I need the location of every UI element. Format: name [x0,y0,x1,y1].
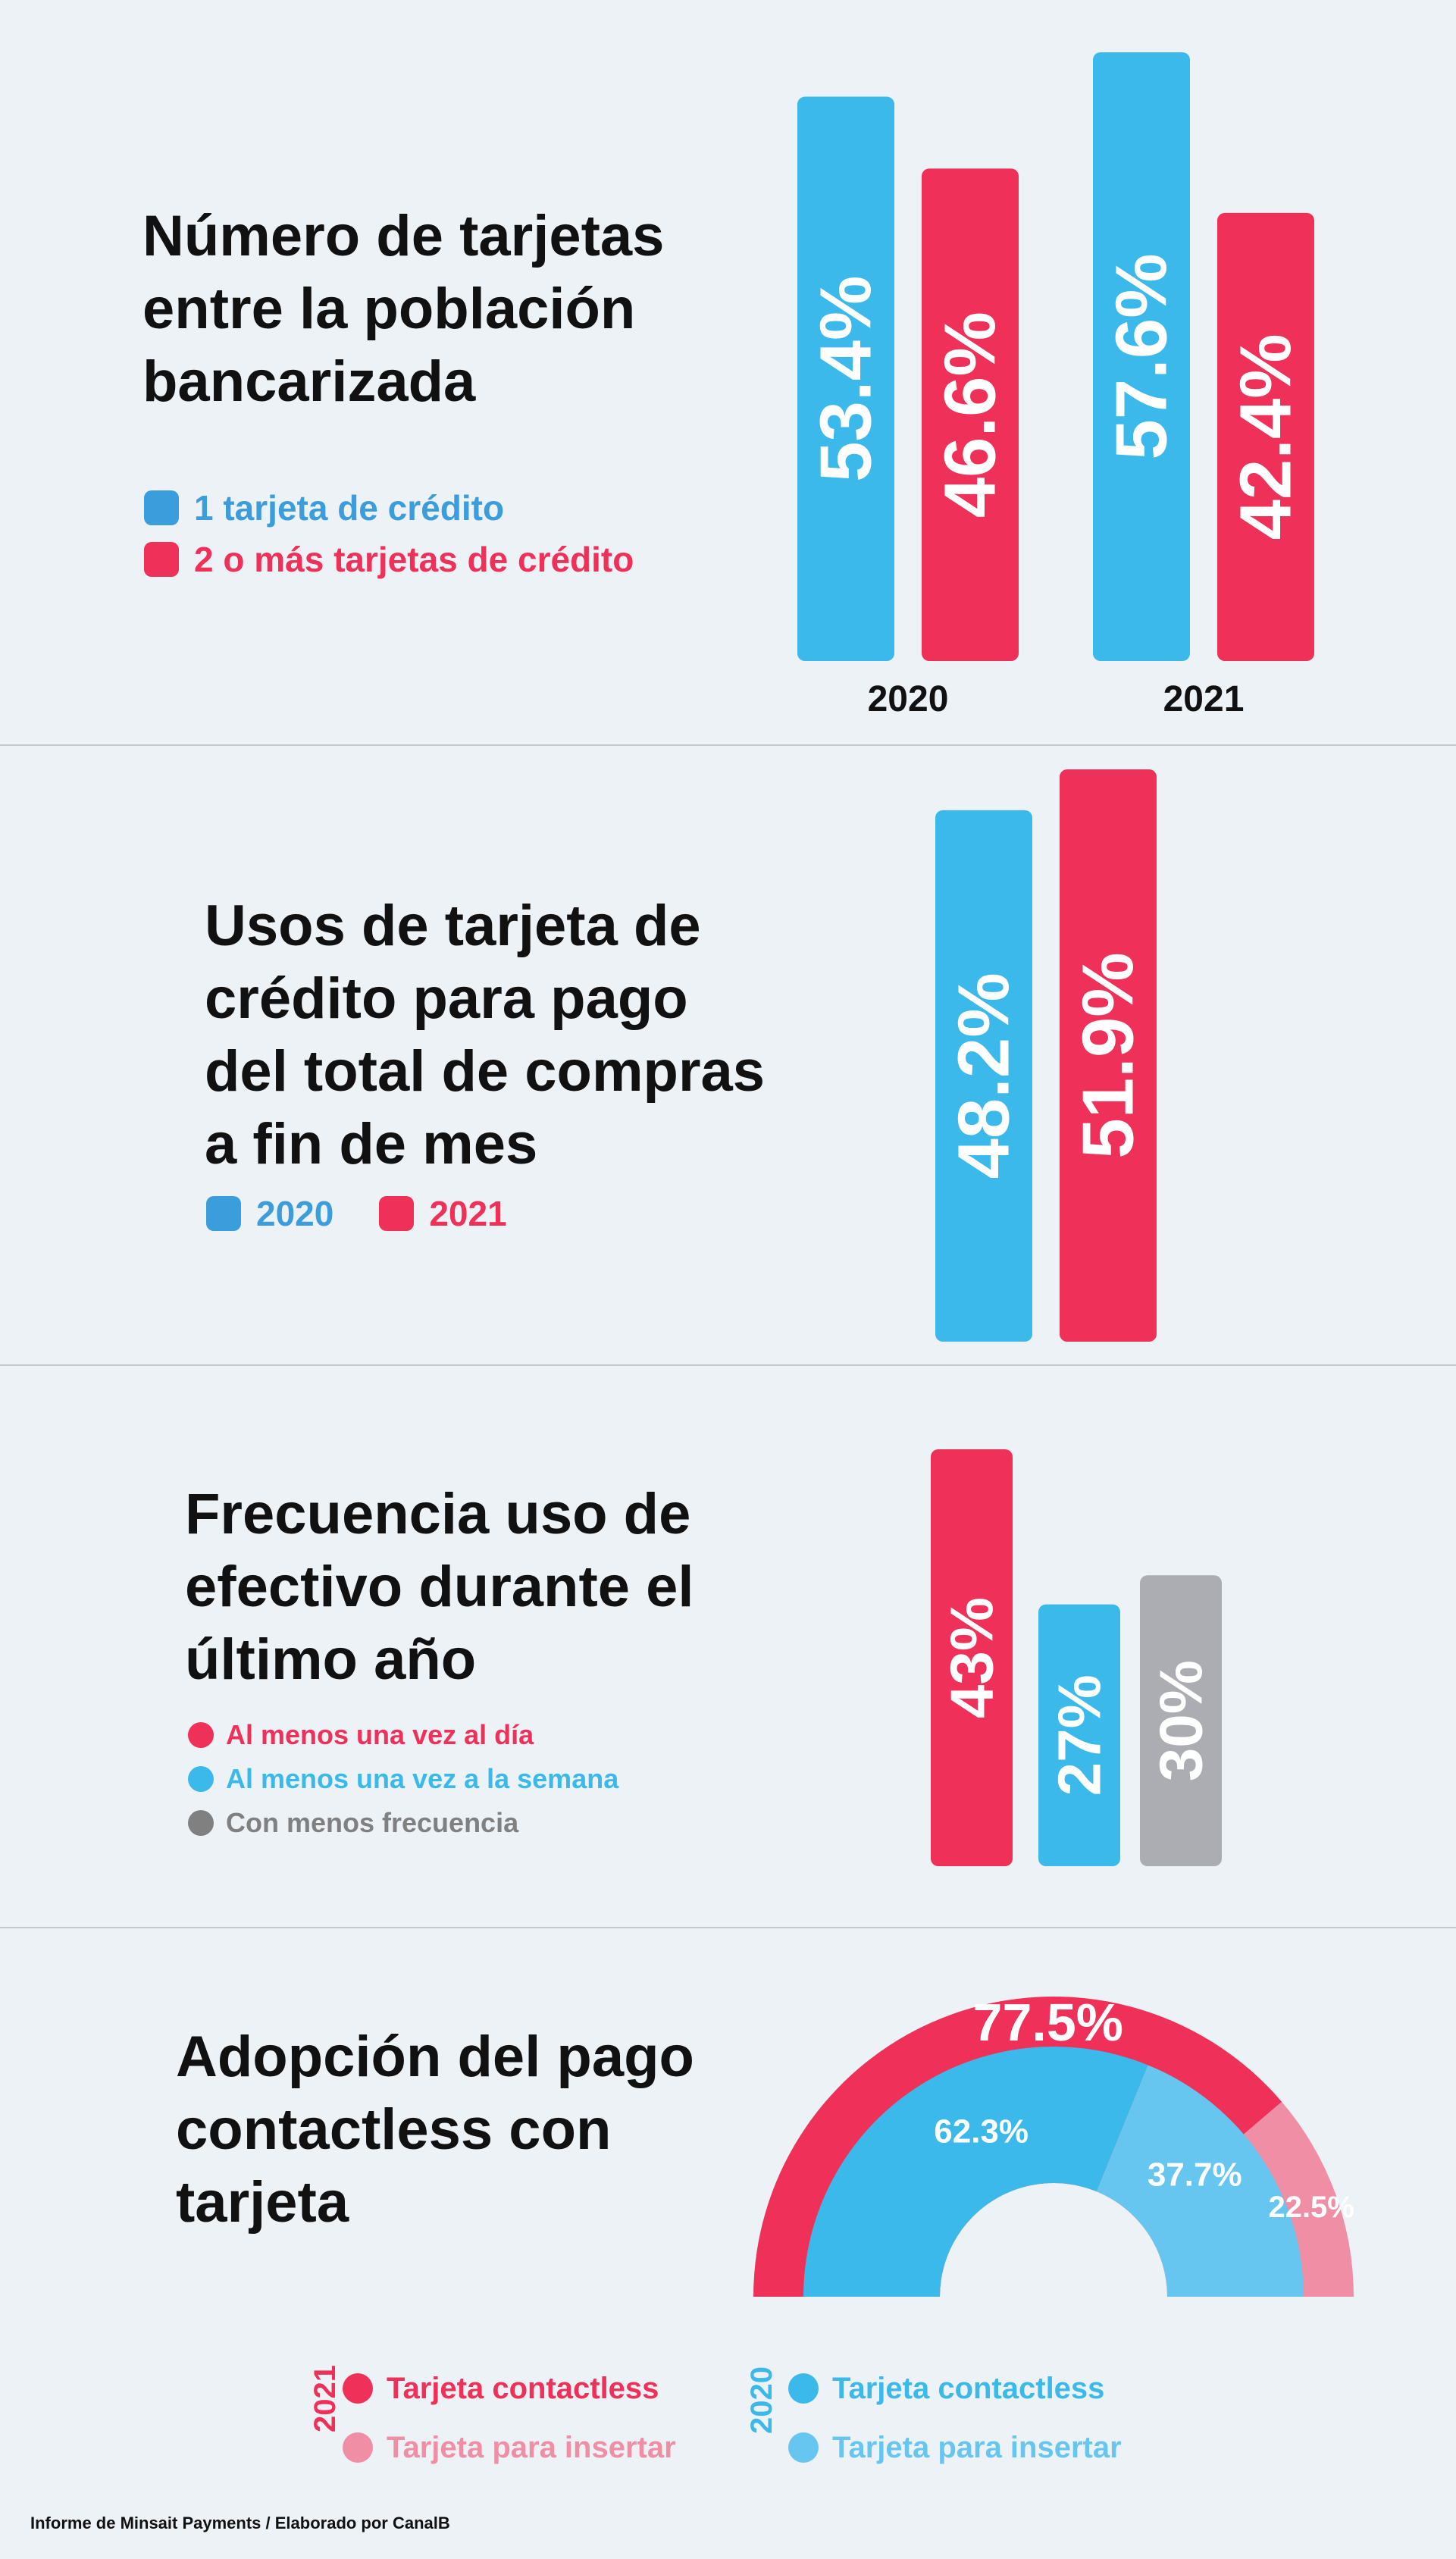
legend-2021-year: 2021 [308,2365,342,2432]
pie-slice [803,2047,1148,2297]
section-cash-frequency: Frecuencia uso de efectivo durante el úl… [0,1366,1456,1927]
chart-contactless: 77.5% 22.5% 62.3% 37.7% [753,1993,1354,2297]
bar [1217,212,1314,661]
pie-data-label: 37.7% [1148,2157,1242,2194]
section4-title-line: contactless con [176,2097,612,2162]
legend-swatch [379,1196,415,1231]
section3-title-line: Frecuencia uso de [185,1482,691,1546]
legend-label: Tarjeta contactless [832,2371,1105,2405]
legend-item: Al menos una vez al día [188,1713,618,1757]
category-label: 2021 [1163,679,1245,719]
bar-data-label: 42.4% [1226,334,1307,540]
legend-item: 2 o más tarjetas de crédito [144,534,634,585]
legend-item: Tarjeta para insertar [788,2418,1122,2477]
legend-label: Tarjeta contactless [387,2371,659,2405]
legend-swatch [188,1766,214,1792]
legend-swatch [188,1722,214,1748]
pie-slice [1096,2065,1304,2297]
bar-data-label: 46.6% [930,312,1011,518]
section4-title-line: tarjeta [176,2170,349,2235]
section-divider [0,1364,1456,1366]
bar [935,810,1032,1342]
section4-legend-2020: Tarjeta contactless Tarjeta para inserta… [788,2359,1122,2477]
legend-swatch [206,1196,241,1231]
legend-swatch [788,2373,819,2404]
bar-data-label: 30% [1148,1660,1215,1781]
bar [1140,1575,1222,1866]
section2-legend: 2020 2021 [206,1193,507,1234]
legend-item: Tarjeta contactless [343,2359,676,2418]
bar-data-label: 53.4% [806,276,887,482]
bar [922,168,1019,661]
section2-title-line: Usos de tarjeta de [205,894,701,958]
legend-2020-year: 2020 [744,2366,778,2434]
bar-data-label: 48.2% [944,973,1025,1179]
chart-credit-usage: 48.2% 51.9% [935,769,1157,1342]
source-note: Informe de Minsait Payments / Elaborado … [30,2514,450,2532]
bar-data-label: 43% [938,1597,1006,1718]
bar-data-label: 51.9% [1068,952,1149,1158]
section4-title-line: Adopción del pago [176,2025,694,2089]
section2-title: Usos de tarjeta de crédito para pago del… [205,890,765,1181]
section-card-count: Número de tarjetas entre la población ba… [0,0,1456,744]
legend-swatch [144,490,179,525]
section1-title-line: entre la población [142,277,636,341]
legend-label: 2021 [429,1194,507,1233]
pie-data-label: 22.5% [1268,2191,1354,2224]
section2-title-line: a fin de mes [205,1112,538,1176]
legend-label: Al menos una vez a la semana [226,1763,619,1794]
legend-label: Tarjeta para insertar [387,2430,676,2464]
bar [931,1449,1013,1866]
legend-label: Con menos frecuencia [226,1807,519,1838]
legend-swatch [144,542,179,577]
chart-cash-frequency: 43% 27% 30% [931,1449,1222,1866]
legend-swatch [343,2432,373,2463]
pie-data-label: 62.3% [934,2113,1029,2150]
legend-label: 2 o más tarjetas de crédito [194,540,634,579]
bar-data-label: 27% [1046,1674,1113,1796]
bar [1060,769,1157,1342]
chart-card-count: 53.4% 46.6% 2020 57.6% 42.4% 2021 [797,52,1314,719]
section3-title-line: efectivo durante el [185,1555,694,1619]
section2-title-line: del total de compras [205,1039,766,1104]
section1-legend: 1 tarjeta de crédito 2 o más tarjetas de… [144,482,634,585]
section3-title-line: último año [185,1627,477,1692]
legend-item: Al menos una vez a la semana [188,1757,618,1801]
section1-title-line: Número de tarjetas [142,204,665,268]
bar [797,96,894,662]
section2-title-line: crédito para pago [205,966,688,1031]
category-label: 2020 [868,679,949,719]
legend-swatch [188,1810,214,1836]
legend-item: 1 tarjeta de crédito [144,482,634,534]
section-credit-usage: Usos de tarjeta de crédito para pago del… [0,746,1456,1364]
legend-item: 2021 [379,1193,507,1234]
section4-title: Adopción del pago contactless con tarjet… [176,2021,694,2239]
legend-swatch [343,2373,373,2404]
section-contactless: Adopción del pago contactless con tarjet… [0,1928,1456,2559]
section1-title: Número de tarjetas entre la población ba… [142,200,664,418]
section3-legend: Al menos una vez al día Al menos una vez… [188,1713,618,1845]
legend-item: Tarjeta para insertar [343,2418,676,2477]
section3-title: Frecuencia uso de efectivo durante el úl… [185,1478,694,1696]
legend-swatch [788,2432,819,2463]
legend-item: Con menos frecuencia [188,1801,618,1845]
legend-label: Al menos una vez al día [226,1719,534,1750]
bar [1093,52,1190,661]
legend-item: 2020 [206,1193,333,1234]
section-divider [0,744,1456,746]
section1-title-line: bancarizada [142,349,476,414]
section-divider [0,1927,1456,1928]
legend-item: Tarjeta contactless [788,2359,1122,2418]
pie-data-label: 77.5% [973,1993,1123,2052]
legend-label: 1 tarjeta de crédito [194,488,505,528]
legend-label: Tarjeta para insertar [832,2430,1122,2464]
bar [1038,1604,1120,1866]
section4-legend-2021: Tarjeta contactless Tarjeta para inserta… [343,2359,676,2477]
legend-label: 2020 [256,1194,334,1233]
bar-data-label: 57.6% [1101,253,1182,459]
